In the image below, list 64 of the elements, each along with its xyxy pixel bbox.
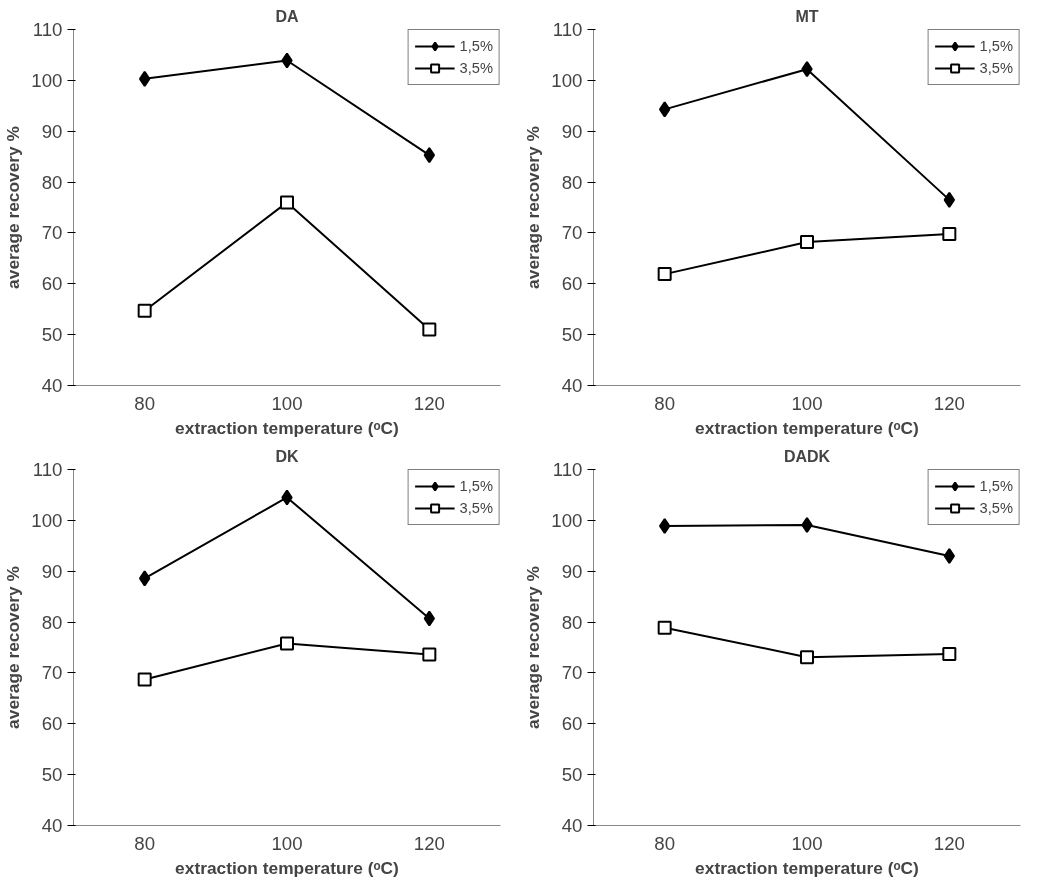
legend-label: 3,5%	[979, 60, 1013, 76]
y-tick-label: 80	[41, 171, 63, 193]
y-axis-title: average recovery %	[3, 566, 24, 729]
y-tick-label: 60	[41, 273, 63, 295]
x-tick-label: 100	[791, 392, 823, 414]
y-axis-title: average recovery %	[523, 126, 544, 289]
x-axis-title: extraction temperature (ᵒC)	[695, 857, 919, 878]
y-tick-label: 90	[41, 560, 63, 582]
x-axis-title: extraction temperature (ᵒC)	[695, 417, 919, 438]
legend-label: 3,5%	[459, 60, 493, 76]
chart-title: DA	[275, 7, 299, 25]
y-tick-label: 100	[31, 509, 63, 531]
y-tick-label: 70	[561, 662, 583, 684]
x-tick-label: 120	[413, 832, 445, 854]
x-tick-label: 100	[271, 832, 303, 854]
legend-label: 1,5%	[459, 38, 493, 54]
x-tick-label: 120	[413, 392, 445, 414]
y-tick-label: 70	[561, 222, 583, 244]
x-tick-label: 100	[791, 832, 823, 854]
y-tick-label: 40	[561, 815, 583, 836]
y-tick-label: 90	[561, 120, 583, 142]
legend-label: 3,5%	[459, 500, 493, 516]
y-tick-label: 80	[41, 611, 63, 633]
y-tick-label: 110	[552, 459, 583, 480]
y-tick-label: 80	[561, 611, 583, 633]
legend-label: 1,5%	[459, 478, 493, 494]
legend-label: 1,5%	[979, 478, 1013, 494]
y-tick-label: 110	[32, 19, 63, 40]
chart-title: MT	[795, 7, 819, 25]
x-axis-title: extraction temperature (ᵒC)	[175, 857, 399, 878]
chart-title: DK	[275, 447, 299, 465]
y-tick-label: 70	[41, 662, 63, 684]
y-tick-label: 50	[561, 324, 583, 346]
y-tick-label: 100	[551, 69, 583, 91]
x-tick-label: 100	[271, 392, 303, 414]
x-tick-label: 80	[654, 832, 676, 854]
legend-label: 1,5%	[979, 38, 1013, 54]
y-tick-label: 90	[41, 120, 63, 142]
x-tick-label: 120	[933, 832, 965, 854]
y-tick-label: 70	[41, 222, 63, 244]
y-tick-label: 100	[31, 69, 63, 91]
y-tick-label: 110	[32, 459, 63, 480]
y-tick-label: 60	[561, 713, 583, 735]
y-tick-label: 60	[561, 273, 583, 295]
y-tick-label: 80	[561, 171, 583, 193]
x-tick-label: 80	[134, 392, 156, 414]
x-tick-label: 80	[654, 392, 676, 414]
legend-label: 3,5%	[979, 500, 1013, 516]
y-tick-label: 90	[561, 560, 583, 582]
x-axis-title: extraction temperature (ᵒC)	[175, 417, 399, 438]
y-tick-label: 100	[551, 509, 583, 531]
y-tick-label: 40	[41, 375, 63, 396]
y-axis-title: average recovery %	[523, 566, 544, 729]
y-tick-label: 60	[41, 713, 63, 735]
y-tick-label: 50	[561, 764, 583, 786]
x-tick-label: 80	[134, 832, 156, 854]
y-tick-label: 40	[41, 815, 63, 836]
y-axis-title: average recovery %	[3, 126, 24, 289]
y-tick-label: 40	[561, 375, 583, 396]
y-tick-label: 110	[552, 19, 583, 40]
y-tick-label: 50	[41, 764, 63, 786]
chart-title: DADK	[783, 447, 831, 465]
x-tick-label: 120	[933, 392, 965, 414]
y-tick-label: 50	[41, 324, 63, 346]
